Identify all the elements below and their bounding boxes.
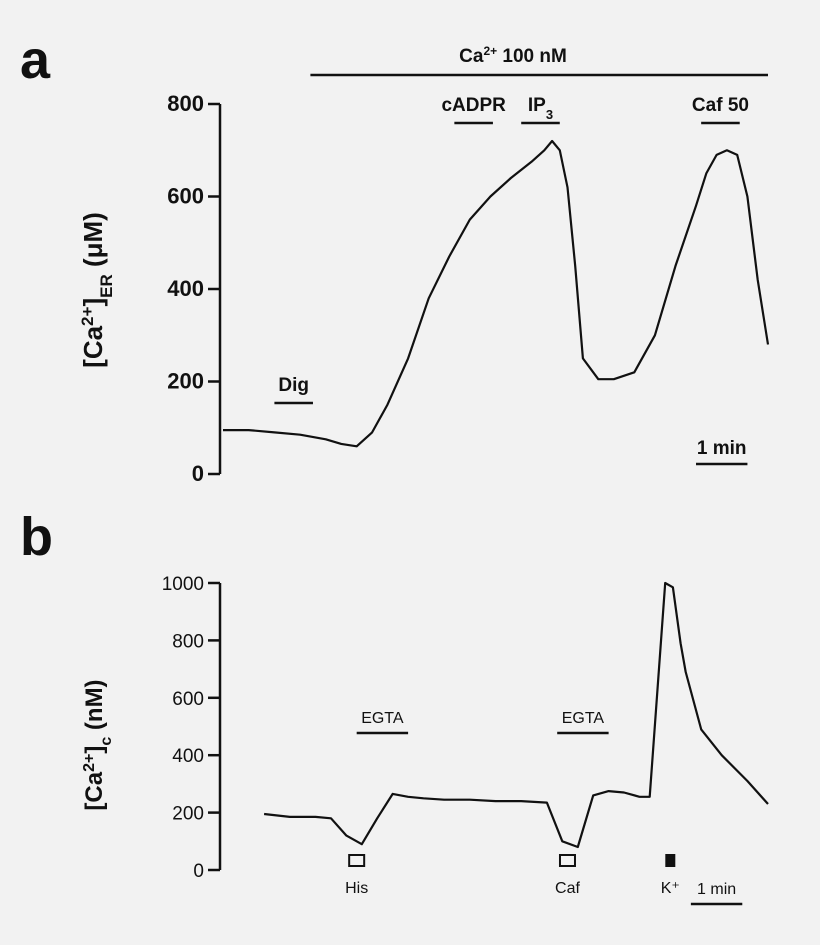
panel-b-scale-bar-label: 1 min [697,881,736,898]
panel-b-stimulus-marker [348,854,366,867]
panel-a-y-axis-label: [Ca2+]ER (μM) [78,212,116,368]
panel-b-stimulus-label: Caf [555,880,580,897]
panel-a-treatment-label: IP3 [528,95,553,122]
panel-b-treatment-label: EGTA [361,710,404,727]
panel-a-treatment-label: cADPR [441,95,506,116]
panel-a-y-tick-label: 200 [167,369,204,394]
panel-a-y-tick-label: 400 [167,276,204,301]
panel-a-y-tick-label: 600 [167,184,204,209]
panel-a-scale-bar-label: 1 min [697,438,747,459]
panel-a-treatment-label: Dig [278,375,309,396]
panel-b-y-tick-label: 1000 [162,574,204,595]
panel-b-treatment-label: EGTA [562,710,605,727]
panel-b-y-axis-label: [Ca2+]c (nM) [81,679,115,810]
panel-b-stimulus-marker [558,854,576,867]
panel-a-series-line [223,139,770,448]
panel-a-y-tick-label: 800 [167,91,204,116]
panel-b-series-line [263,581,769,849]
panel-b-y-tick-label: 200 [172,804,204,825]
panel-a-chart: [Ca2+]ER (μM) 0 200 400 600 800 Dig cADPR IP3 C… [78,44,770,486]
panel-a-treatment-label: Caf 50 [692,95,749,116]
panel-b-y-tick-label: 400 [172,746,204,767]
panel-a-y-tick-label: 0 [192,461,204,486]
panel-a-top-bar-label: Ca2+ 100 nM [459,44,567,67]
panel-b-y-tick-label: 600 [172,689,204,710]
panel-b-letter: b [20,507,53,567]
panel-b-stimulus-label: K⁺ [661,880,680,897]
panel-b-stimulus-label: His [345,880,368,897]
panel-b-y-tick-label: 800 [172,631,204,652]
panel-a-letter: a [20,30,51,90]
panel-b-y-tick-label: 0 [193,861,204,882]
panel-b-stimulus-marker [665,854,676,867]
